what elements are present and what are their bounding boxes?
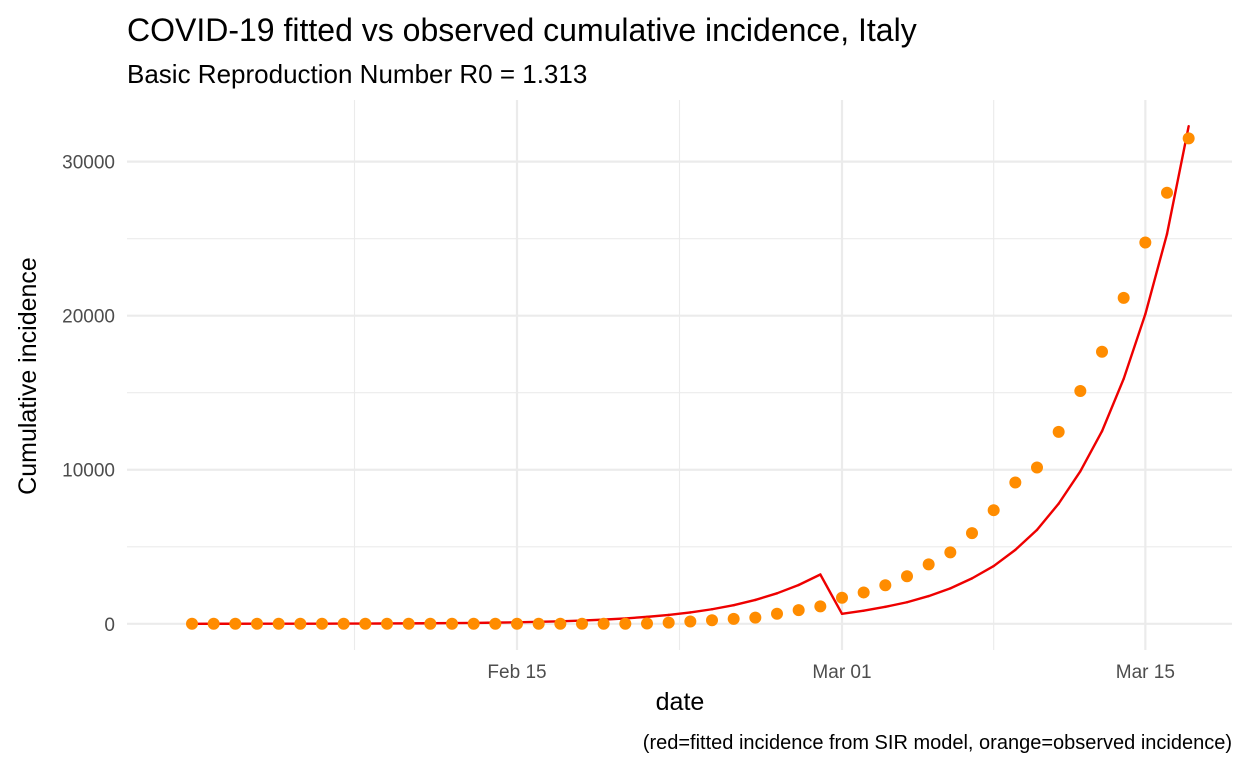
fitted-line-segment (775, 583, 800, 595)
fitted-line-segment (819, 573, 844, 615)
plot-area (186, 124, 1195, 630)
x-tick-label: Mar 01 (812, 662, 871, 683)
observed-point (597, 617, 610, 630)
observed-point (814, 600, 827, 613)
fitted-line-segment (1100, 377, 1125, 433)
fitted-line-segment (970, 564, 995, 580)
observed-point (272, 617, 285, 630)
fitted-line-segment (797, 573, 822, 587)
fitted-line-segment (667, 611, 692, 617)
fitted-line-segment (862, 605, 887, 612)
observed-point (229, 617, 242, 630)
observed-point (576, 617, 588, 630)
x-tick-label: Feb 15 (487, 662, 546, 683)
observed-point (749, 611, 762, 624)
observed-point (706, 614, 718, 627)
observed-point (1096, 345, 1108, 358)
observed-point (922, 558, 935, 571)
fitted-line-segment (992, 548, 1017, 568)
observed-point (1031, 461, 1043, 474)
chart-caption: (red=fitted incidence from SIR model, or… (643, 732, 1232, 754)
observed-point (619, 617, 632, 630)
observed-point (1139, 236, 1152, 249)
observed-point (879, 579, 892, 592)
fitted-line-segment (927, 587, 952, 598)
fitted-line-segment (624, 615, 649, 620)
fitted-line-segment (1122, 312, 1147, 381)
observed-point (554, 617, 567, 630)
y-tick-label: 20000 (62, 307, 115, 328)
observed-point (792, 604, 805, 617)
observed-point (987, 504, 1000, 517)
fitted-line-segment (840, 609, 865, 615)
observed-point (359, 617, 372, 630)
observed-point (857, 586, 870, 599)
y-tick-label: 0 (104, 615, 115, 636)
gridlines (127, 100, 1232, 650)
observed-point (294, 617, 307, 630)
observed-point (1182, 132, 1195, 145)
fitted-line-segment (689, 608, 714, 614)
fitted-line-segment (1079, 430, 1104, 473)
fitted-line-segment (732, 598, 757, 607)
fitted-line-segment (905, 594, 930, 604)
observed-point (771, 607, 783, 620)
x-tick-label: Mar 15 (1116, 662, 1175, 683)
observed-series (186, 132, 1195, 630)
observed-point (446, 617, 458, 630)
observed-point (381, 617, 393, 630)
y-axis-title: Cumulative incidence (14, 257, 42, 495)
observed-point (316, 617, 328, 630)
observed-point (251, 617, 263, 630)
chart-subtitle: Basic Reproduction Number R0 = 1.313 (127, 59, 587, 89)
x-axis-title: date (656, 688, 705, 716)
observed-point (727, 612, 740, 625)
observed-point (1161, 186, 1173, 199)
fitted-line-segment (1035, 502, 1060, 532)
observed-point (467, 617, 480, 630)
fitted-line-segment (710, 603, 735, 611)
observed-point (402, 617, 415, 630)
fitted-series (190, 124, 1190, 625)
fitted-line-segment (884, 601, 909, 609)
fitted-line-segment (754, 592, 779, 602)
observed-point (1074, 384, 1087, 397)
observed-point (1009, 476, 1022, 489)
observed-point (966, 527, 978, 540)
observed-point (641, 617, 653, 630)
observed-point (1052, 425, 1065, 438)
fitted-line-segment (1014, 528, 1039, 552)
observed-point (1117, 291, 1130, 304)
observed-point (684, 615, 697, 628)
fitted-line-segment (1057, 470, 1082, 505)
fitted-line-segment (645, 613, 670, 619)
observed-point (944, 546, 957, 559)
observed-point (424, 617, 437, 630)
observed-point (836, 591, 848, 604)
axis-ticks: 0 10000 20000 30000 Feb 15 Mar 01 Mar 15 (62, 153, 1175, 683)
observed-point (901, 570, 913, 583)
observed-point (532, 617, 545, 630)
observed-point (186, 617, 198, 630)
observed-point (207, 617, 220, 630)
chart-title: COVID-19 fitted vs observed cumulative i… (127, 12, 917, 48)
observed-point (489, 617, 502, 630)
observed-point (337, 617, 350, 630)
fitted-line-segment (949, 577, 974, 590)
observed-point (511, 617, 523, 630)
observed-point (662, 616, 675, 629)
y-tick-label: 10000 (62, 461, 115, 482)
y-tick-label: 30000 (62, 153, 115, 174)
fitted-line-segment (1144, 232, 1169, 316)
fitted-line-segment (1165, 124, 1190, 236)
